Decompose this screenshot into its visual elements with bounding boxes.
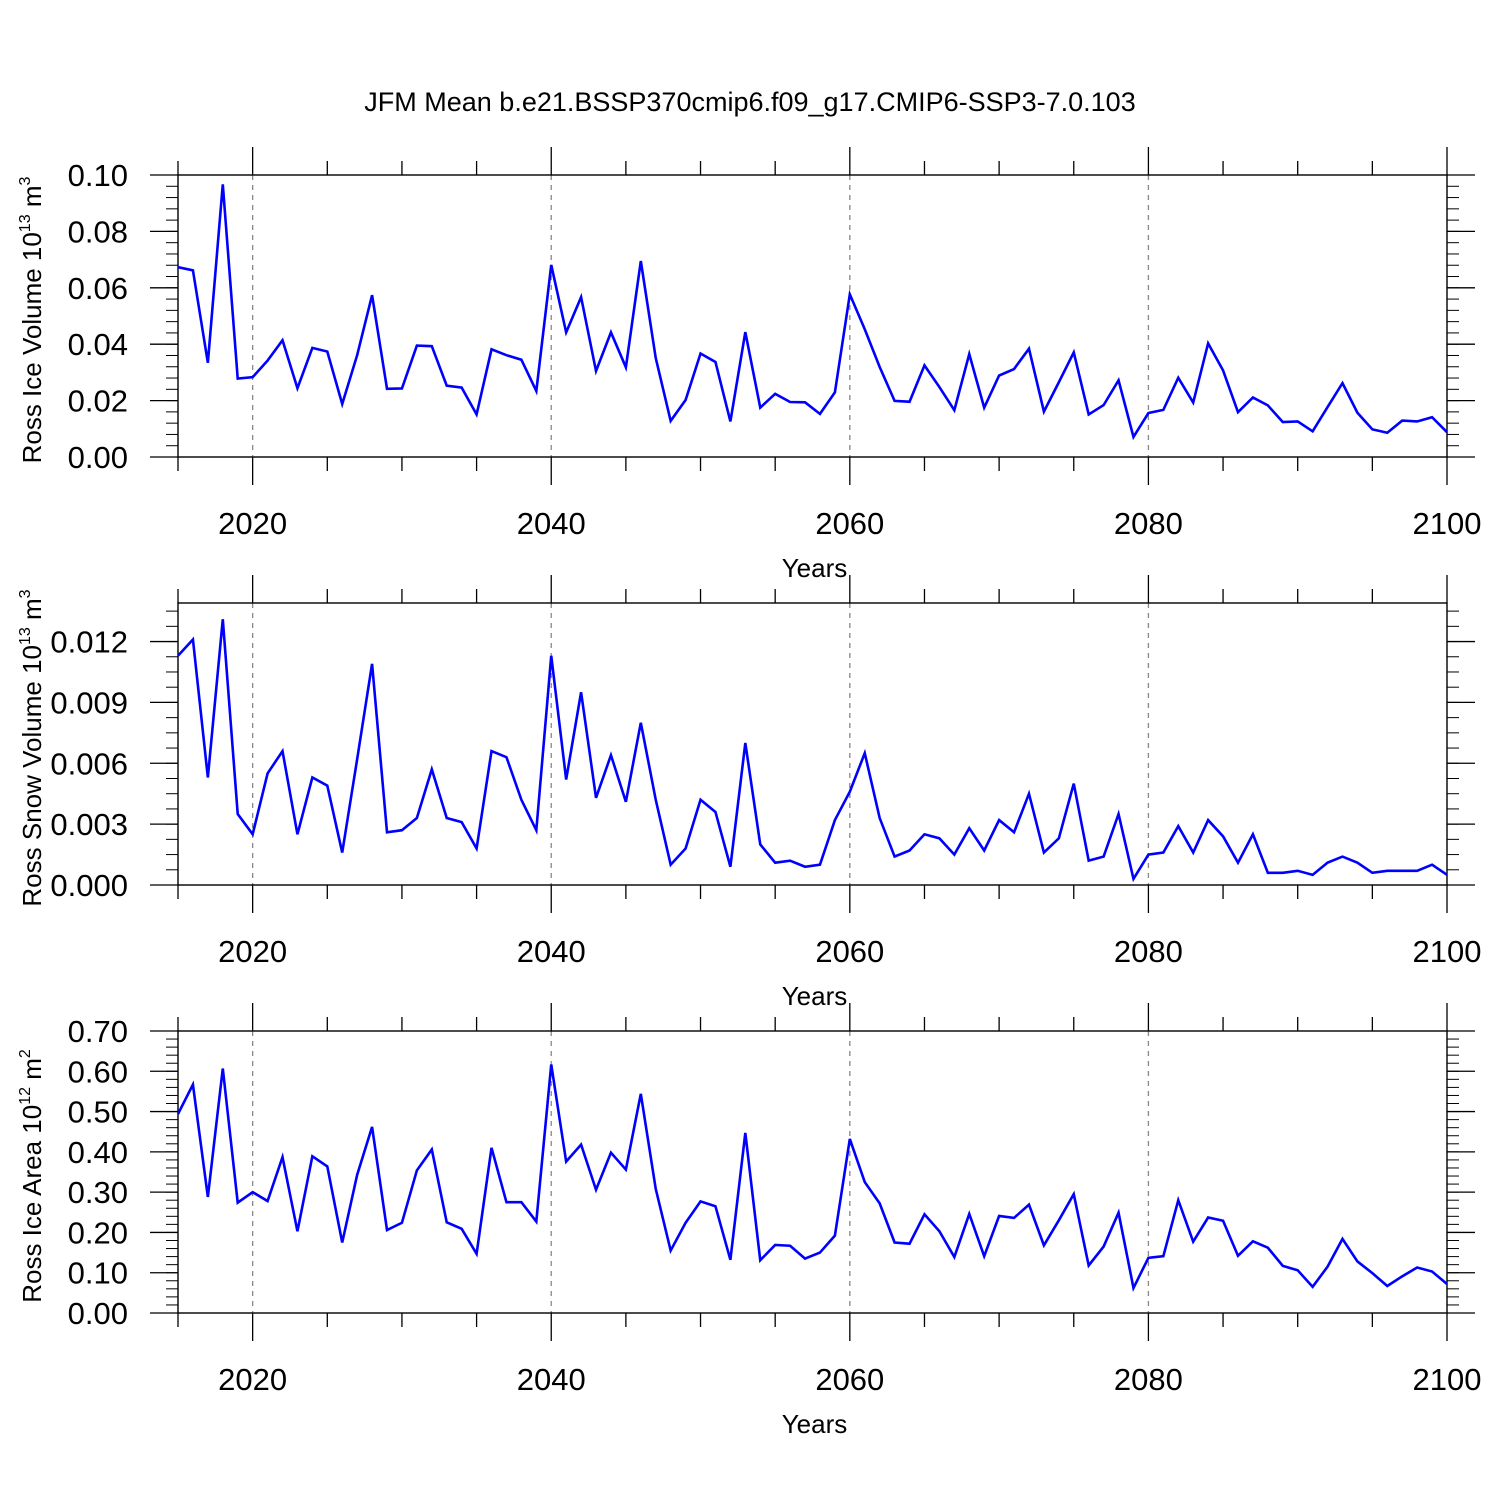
x-tick-label: 2060 — [815, 506, 884, 541]
y-tick-label: 0.04 — [68, 327, 128, 362]
y-axis-label-unit: m — [17, 598, 47, 627]
y-axis-label: Ross Ice Volume 1013 m3 — [17, 176, 47, 463]
y-tick-label: 0.06 — [68, 271, 128, 306]
x-tick-label: 2100 — [1413, 1362, 1482, 1397]
y-axis-label-text: Ross Ice Area 10 — [17, 1105, 47, 1303]
series-line-1 — [177, 619, 1448, 883]
plot-frame — [177, 1030, 1448, 1314]
y-axis-label-unit-exponent: 3 — [17, 176, 34, 185]
y-tick-label: 0.60 — [68, 1054, 128, 1089]
y-axis-label-text: Ross Ice Volume 10 — [17, 232, 47, 463]
y-tick-label: 0.02 — [68, 384, 128, 419]
y-tick-label: 0.30 — [68, 1175, 128, 1210]
y-tick-label: 0.40 — [68, 1135, 128, 1170]
y-axis-label-exponent: 12 — [17, 1087, 34, 1105]
x-axis-label: Years — [782, 1409, 848, 1439]
y-axis-label: Ross Snow Volume 1013 m3 — [17, 589, 47, 906]
x-tick-label: 2040 — [517, 934, 586, 969]
y-tick-label: 0.70 — [68, 1014, 128, 1049]
panel-1: 2020 2040 2060 2080 2100 0.00 0.02 0.04 0.06 0.08… — [17, 147, 1481, 583]
y-tick-label: 0.000 — [50, 868, 128, 903]
x-tick-label: 2100 — [1413, 506, 1482, 541]
y-axis-label-unit: m — [17, 185, 47, 214]
series-line-1 — [176, 1064, 1448, 1293]
x-tick-label: 2080 — [1114, 506, 1183, 541]
x-tick-label: 2040 — [517, 1362, 586, 1397]
plot-frame — [177, 174, 1448, 458]
y-tick-label: 0.10 — [68, 1256, 128, 1291]
plot-frame — [177, 602, 1448, 886]
x-tick-label: 2020 — [218, 1362, 287, 1397]
y-axis-label-exponent: 13 — [17, 627, 34, 645]
x-tick-label: 2080 — [1114, 1362, 1183, 1397]
y-tick-label: 0.08 — [68, 214, 128, 249]
y-axis-label-unit: m — [17, 1058, 47, 1087]
y-tick-label: 0.00 — [68, 1296, 128, 1331]
panel-2: 2020 2040 2060 2080 2100 0.000 0.003 0.006 0.009… — [17, 575, 1481, 1011]
y-tick-label: 0.012 — [50, 625, 128, 660]
x-tick-label: 2020 — [218, 934, 287, 969]
panels: 2020 2040 2060 2080 2100 0.00 0.02 0.04 0.06 0.08… — [17, 147, 1481, 1439]
y-tick-label: 0.50 — [68, 1095, 128, 1130]
x-tick-label: 2060 — [815, 1362, 884, 1397]
y-tick-label: 0.10 — [68, 158, 128, 193]
y-tick-label: 0.006 — [50, 746, 128, 781]
y-axis-label-unit-exponent: 2 — [17, 1049, 34, 1058]
y-axis-label-text: Ross Snow Volume 10 — [17, 645, 47, 907]
x-tick-label: 2060 — [815, 934, 884, 969]
y-tick-label: 0.00 — [68, 440, 128, 475]
x-tick-label: 2080 — [1114, 934, 1183, 969]
series-line-1 — [177, 184, 1448, 441]
figure-title: JFM Mean b.e21.BSSP370cmip6.f09_g17.CMIP… — [364, 87, 1135, 117]
x-tick-label: 2040 — [517, 506, 586, 541]
y-axis-label: Ross Ice Area 1012 m2 — [17, 1049, 47, 1303]
y-axis-label-unit-exponent: 3 — [17, 589, 34, 598]
x-tick-label: 2020 — [218, 506, 287, 541]
y-tick-label: 0.003 — [50, 807, 128, 842]
x-axis-label: Years — [782, 553, 848, 583]
y-tick-label: 0.009 — [50, 685, 128, 720]
y-axis-label-exponent: 13 — [17, 214, 34, 232]
x-tick-label: 2100 — [1413, 934, 1482, 969]
x-axis-label: Years — [782, 981, 848, 1011]
panel-3: 2020 2040 2060 2080 2100 0.00 0.10 0.20 0.30 0.40… — [17, 1003, 1481, 1439]
y-tick-label: 0.20 — [68, 1215, 128, 1250]
